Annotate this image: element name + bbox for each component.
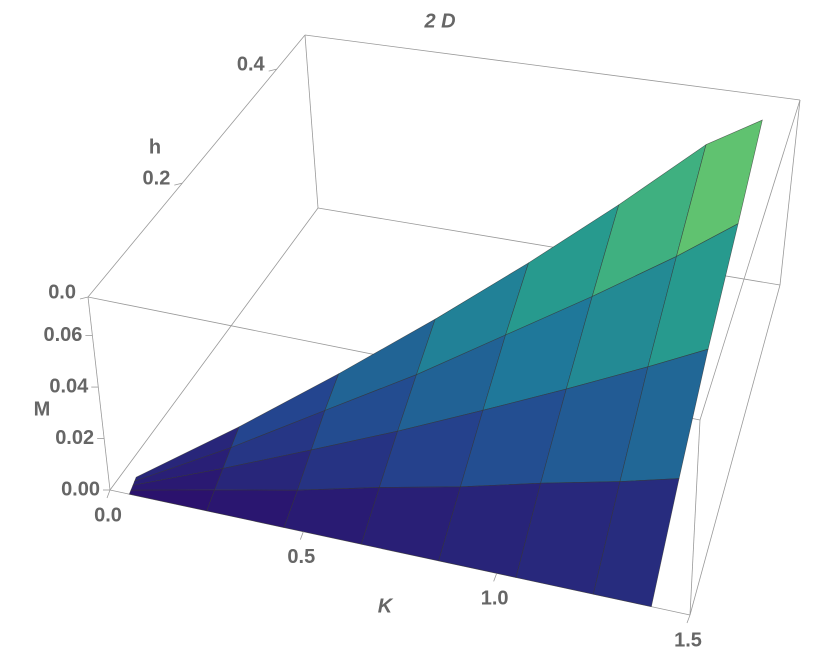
- x-tick-label: 1.5: [674, 629, 702, 651]
- surface-patch: [128, 489, 216, 512]
- y-tick-label: 0.0: [48, 281, 76, 303]
- z-tick-label: 0.04: [49, 375, 89, 397]
- box-edge: [689, 284, 781, 616]
- y-tick-label: 0.4: [237, 53, 266, 75]
- z-axis-label: M: [34, 398, 51, 420]
- box-edge: [304, 34, 801, 101]
- y-tick-label: 0.2: [143, 167, 171, 189]
- surface-patch: [206, 489, 298, 528]
- x-tick: [686, 614, 691, 624]
- box-edge: [699, 99, 801, 421]
- box-edge: [87, 34, 306, 298]
- x-axis-label: K: [378, 595, 394, 617]
- y-tick: [79, 296, 89, 300]
- x-tick: [299, 531, 304, 540]
- x-tick-label: 0.0: [94, 504, 122, 526]
- box-edge: [689, 419, 701, 616]
- x-tick-label: 1.0: [481, 588, 509, 610]
- y-tick: [174, 182, 183, 186]
- z-tick-label: 0.00: [61, 478, 100, 500]
- box-edge: [109, 207, 319, 491]
- box-edge: [304, 34, 319, 209]
- z-tick-label: 0.06: [43, 324, 82, 346]
- y-tick: [268, 68, 277, 72]
- surface-patch: [592, 478, 680, 608]
- box-edge: [87, 296, 111, 491]
- x-tick: [106, 489, 111, 499]
- x-tick-label: 0.5: [287, 546, 315, 568]
- box-edge: [779, 99, 801, 286]
- x-tick: [493, 573, 498, 582]
- chart-title: 2 D: [423, 10, 455, 32]
- y-axis-label: h: [149, 136, 161, 158]
- z-tick-label: 0.02: [55, 427, 94, 449]
